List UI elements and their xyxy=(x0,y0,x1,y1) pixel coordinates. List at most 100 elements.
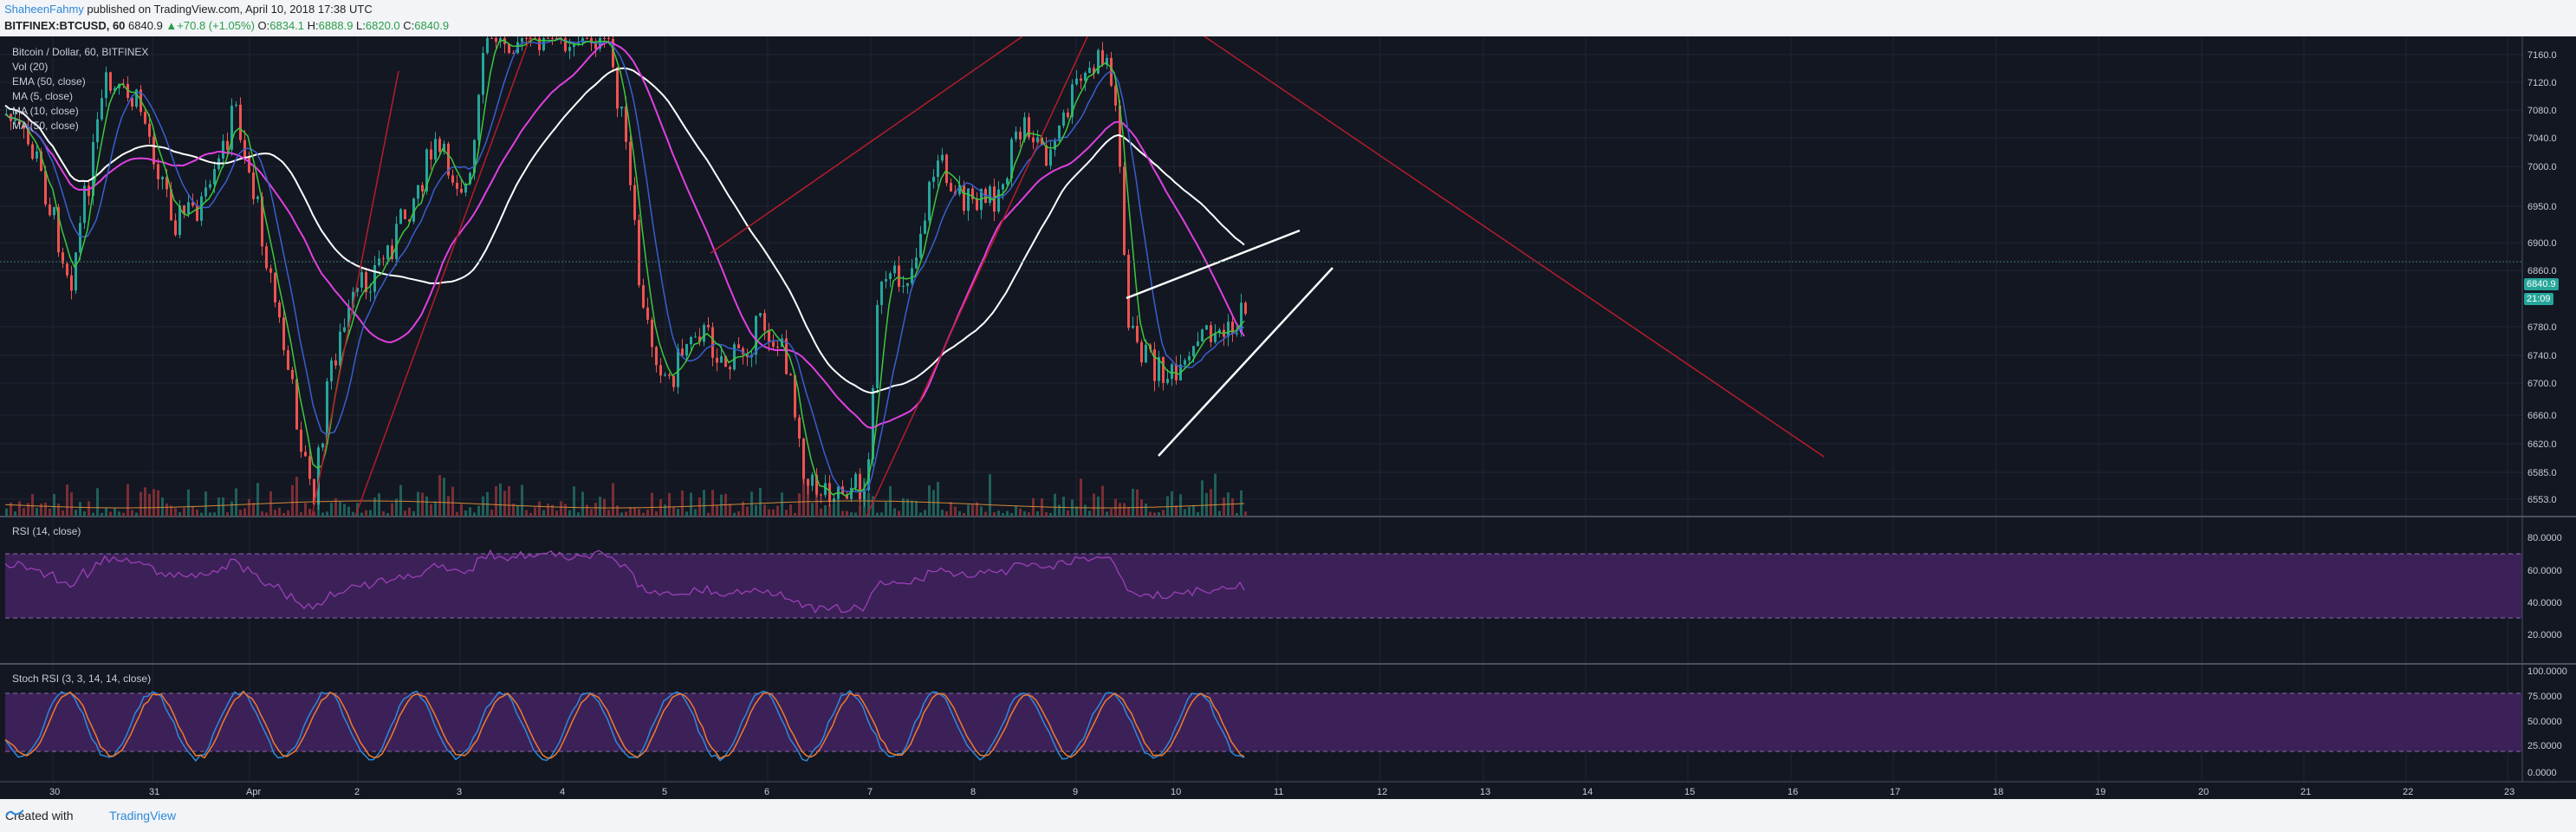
volume-bar xyxy=(44,502,47,517)
time-axis[interactable]: 30 31 Apr 2 3 4 5 6 7 8 9 10 11 12 13 14… xyxy=(49,787,2514,797)
volume-bar xyxy=(226,512,229,517)
volume-bar xyxy=(854,512,857,517)
trendline-support-1[interactable] xyxy=(311,70,399,517)
candle-body xyxy=(508,43,510,54)
candle-body xyxy=(109,72,112,91)
volume-bar xyxy=(525,510,528,517)
volume-bar xyxy=(14,511,16,517)
volume-bar xyxy=(200,512,203,517)
volume-bar xyxy=(473,512,476,517)
volume-bar xyxy=(456,511,458,517)
candle-body xyxy=(135,89,138,107)
stoch-legend[interactable]: Stoch RSI (3, 3, 14, 14, close) xyxy=(12,673,152,685)
volume-bar xyxy=(1010,512,1013,517)
volume-bar xyxy=(1062,497,1065,517)
candle-body xyxy=(291,369,294,380)
time-tick: 20 xyxy=(2198,787,2209,797)
volume-bar xyxy=(495,485,497,517)
volume-bar xyxy=(291,484,294,517)
published-info: published on TradingView.com, April 10, … xyxy=(87,3,373,16)
author-link[interactable]: ShaheenFahmy xyxy=(4,3,84,16)
price-tick: 6660.0 xyxy=(2527,411,2557,421)
rsi-axis[interactable]: 80.0000 60.0000 40.0000 20.0000 xyxy=(2527,533,2562,640)
legend-ma50[interactable]: MA (50, close) xyxy=(12,120,79,132)
main-legend[interactable]: Bitcoin / Dollar, 60, BITFINEX Vol (20) … xyxy=(12,45,148,133)
volume-bar xyxy=(958,510,961,517)
candle-body xyxy=(14,120,16,121)
candle-body xyxy=(469,172,471,185)
volume-bar xyxy=(434,501,437,517)
volume-bar xyxy=(612,483,614,517)
candle-body xyxy=(672,375,675,387)
candle-body xyxy=(499,38,502,42)
legend-symbol[interactable]: Bitcoin / Dollar, 60, BITFINEX xyxy=(12,46,149,58)
volume-bar xyxy=(443,478,445,517)
legend-ma10[interactable]: MA (10, close) xyxy=(12,105,79,117)
trendline-support-4[interactable] xyxy=(710,36,1023,254)
volume-bar xyxy=(911,500,913,517)
volume-bar xyxy=(737,510,740,517)
candle-body xyxy=(408,218,411,222)
candle-body xyxy=(538,38,541,51)
ohlc-low-label: L: xyxy=(356,19,366,32)
volume-bar xyxy=(850,512,853,517)
trendline-support-3[interactable] xyxy=(866,36,1088,517)
candle-body xyxy=(1088,68,1091,74)
candle-body xyxy=(581,38,584,43)
candle-body xyxy=(495,38,497,42)
volume-bar xyxy=(447,496,450,517)
volume-bar xyxy=(560,501,562,517)
stoch-axis[interactable]: 100.0000 75.0000 50.0000 25.0000 0.0000 xyxy=(2527,666,2567,778)
publish-line: ShaheenFahmy published on TradingView.co… xyxy=(4,3,373,16)
volume-bar xyxy=(607,510,610,517)
volume-bar xyxy=(469,507,471,517)
volume-bar xyxy=(382,510,385,517)
price-axis[interactable]: 7160.0 7120.0 7080.0 7040.0 7000.0 6950.… xyxy=(2527,50,2557,505)
candle-body xyxy=(1006,179,1009,185)
volume-bar xyxy=(170,505,172,517)
legend-volume[interactable]: Vol (20) xyxy=(12,61,49,73)
channel-upper-line[interactable] xyxy=(1126,229,1301,300)
volume-bar xyxy=(1084,504,1087,517)
volume-bar xyxy=(694,509,697,517)
trendline-support-2[interactable] xyxy=(354,36,531,517)
chart-svg[interactable]: 7160.0 7120.0 7080.0 7040.0 7000.0 6950.… xyxy=(0,36,2576,799)
time-tick: 19 xyxy=(2095,787,2106,797)
candle-body xyxy=(989,186,991,204)
stoch-tick: 50.0000 xyxy=(2527,717,2562,727)
volume-bar xyxy=(555,510,558,517)
volume-bar xyxy=(833,504,835,517)
volume-bar xyxy=(31,494,34,517)
volume-bar xyxy=(503,491,506,517)
volume-bar xyxy=(92,512,94,517)
candle-body xyxy=(1210,325,1212,342)
candle-body xyxy=(711,327,714,358)
candle-body xyxy=(889,273,892,279)
legend-ema[interactable]: EMA (50, close) xyxy=(12,75,86,88)
volume-bar xyxy=(1192,504,1195,517)
legend-ma5[interactable]: MA (5, close) xyxy=(12,90,74,102)
candle-body xyxy=(239,104,242,140)
volume-bar xyxy=(230,501,233,517)
rsi-legend[interactable]: RSI (14, close) xyxy=(12,525,81,537)
trendline-resistance[interactable] xyxy=(1204,36,1825,458)
candle-body xyxy=(1127,254,1130,328)
candle-body xyxy=(330,360,333,381)
candle-body xyxy=(625,106,627,142)
candle-body xyxy=(473,140,476,173)
volume-bar xyxy=(490,510,493,517)
candle-body xyxy=(1136,325,1139,342)
tradingview-link[interactable]: TradingView xyxy=(109,809,177,822)
candle-body xyxy=(1032,137,1035,143)
candle-body xyxy=(937,160,939,177)
ohlc-high-label: H: xyxy=(307,19,319,32)
candle-body xyxy=(824,483,827,496)
chart-canvas[interactable]: 7160.0 7120.0 7080.0 7040.0 7000.0 6950.… xyxy=(0,36,2576,799)
volume-bar xyxy=(239,510,242,517)
channel-lower-line[interactable] xyxy=(1158,267,1333,457)
candle-body xyxy=(815,474,818,495)
candle-body xyxy=(607,38,610,39)
candle-body xyxy=(568,47,571,51)
volume-bar xyxy=(1015,505,1017,517)
stoch-tick: 0.0000 xyxy=(2527,768,2557,778)
